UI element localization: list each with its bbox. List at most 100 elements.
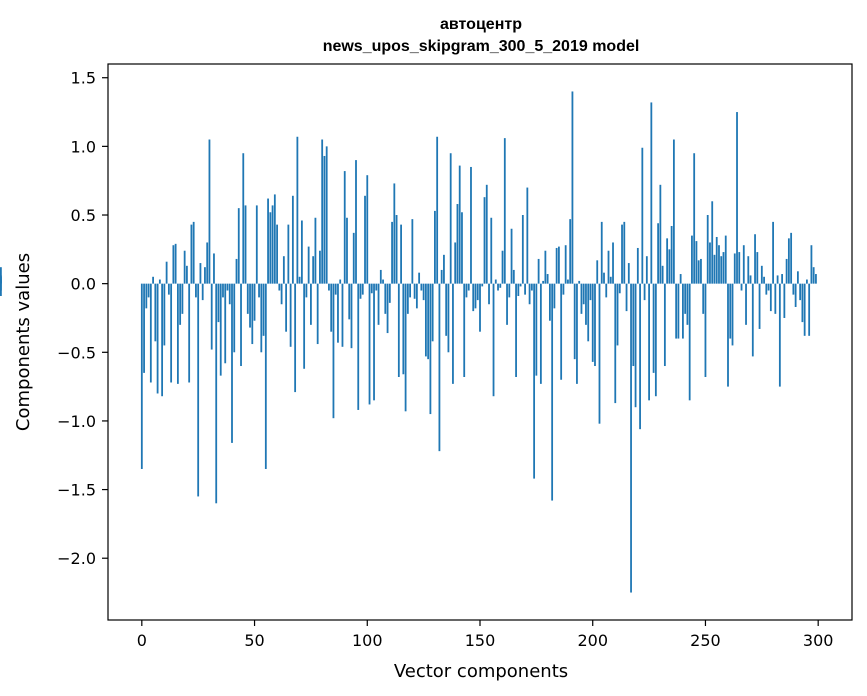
bar-167: [517, 283, 520, 297]
bar-248: [700, 258, 702, 284]
bar-118: [406, 283, 409, 314]
bar-85: [332, 283, 335, 419]
bar-294: [803, 283, 806, 336]
bar-232: [663, 283, 666, 367]
bar-189: [567, 279, 569, 284]
bar-33: [215, 283, 218, 504]
bar-86: [334, 283, 337, 295]
bar-288: [790, 232, 793, 284]
bar-98: [361, 283, 364, 295]
y-tick-label: −2.0: [57, 549, 96, 568]
bar-270: [749, 275, 752, 284]
bar-6: [154, 283, 157, 342]
bar-116: [402, 283, 405, 375]
bar-127: [427, 283, 430, 360]
bar-202: [596, 260, 599, 284]
bar-283: [778, 283, 781, 387]
bar-117: [404, 283, 407, 412]
bar-197: [585, 283, 587, 325]
bar-200: [591, 283, 594, 362]
bar-112: [393, 183, 396, 284]
bar-19: [183, 250, 186, 284]
bar-206: [605, 283, 608, 298]
bar-1: [143, 283, 145, 373]
bar-222: [641, 147, 644, 284]
bar-292: [799, 283, 802, 301]
bar-120: [411, 219, 414, 284]
bar-126: [424, 283, 427, 357]
bar-184: [555, 247, 558, 284]
bar-175: [535, 283, 538, 376]
bar-215: [625, 283, 628, 312]
bar-22: [190, 224, 193, 284]
bar-157: [494, 279, 497, 284]
bar-15: [174, 243, 177, 284]
bar-27: [201, 283, 204, 301]
bar-102: [370, 283, 373, 294]
bar-31: [210, 283, 213, 350]
bar-11: [165, 261, 168, 284]
x-tick-label: 250: [690, 631, 721, 650]
bar-undefined: [0, 283, 2, 291]
bar-250: [704, 283, 707, 377]
bar-188: [564, 245, 567, 284]
bar-280: [772, 221, 774, 284]
bar-91: [346, 217, 348, 284]
bar-53: [260, 283, 263, 353]
bar-134: [443, 254, 445, 284]
bar-24: [195, 283, 197, 298]
bar-55: [264, 283, 267, 469]
bar-259: [724, 235, 727, 284]
bar-181: [548, 283, 551, 321]
bar-192: [573, 283, 576, 360]
bar-219: [634, 283, 637, 408]
bar-138: [452, 283, 454, 384]
bar-171: [526, 187, 529, 284]
y-tick-label: −1.5: [57, 481, 96, 500]
bar-29: [206, 242, 209, 284]
bar-38: [226, 283, 229, 291]
bar-209: [612, 242, 614, 284]
bar-249: [702, 283, 705, 314]
bar-21: [188, 283, 191, 383]
bar-47: [246, 283, 249, 314]
bar-undefined: [0, 267, 2, 284]
bar-165: [512, 269, 515, 284]
bar-170: [524, 283, 526, 295]
bar-132: [438, 283, 441, 452]
bar-247: [697, 260, 700, 284]
bar-0: [140, 283, 143, 469]
bar-252: [709, 242, 711, 284]
bar-16: [176, 283, 179, 384]
bar-221: [639, 283, 641, 430]
bar-208: [609, 276, 612, 284]
bar-23: [192, 221, 195, 284]
x-tick-label: 150: [465, 631, 496, 650]
bar-162: [506, 283, 508, 325]
bar-214: [623, 221, 626, 284]
bar-166: [515, 283, 517, 377]
bar-266: [740, 283, 743, 291]
bar-229: [657, 223, 660, 284]
bar-129: [431, 283, 434, 342]
bar-4: [149, 283, 152, 383]
bar-261: [729, 283, 732, 339]
bar-180: [546, 274, 549, 284]
bar-97: [359, 283, 362, 299]
bar-299: [815, 274, 817, 284]
bar-201: [594, 283, 596, 367]
y-ticks: 1.5 1.0 0.5 0.0 −0.5 −1.0 −1.5 −2.0: [57, 69, 108, 568]
bar-231: [661, 265, 664, 284]
bar-37: [224, 283, 227, 364]
bar-262: [731, 283, 734, 346]
bar-164: [510, 228, 513, 284]
bar-160: [501, 250, 504, 284]
bar-8: [158, 279, 161, 284]
bar-187: [562, 283, 565, 295]
bar-265: [738, 252, 741, 284]
bar-75: [310, 283, 312, 325]
bar-238: [677, 283, 680, 339]
bar-101: [368, 283, 371, 405]
bar-257: [720, 256, 723, 284]
